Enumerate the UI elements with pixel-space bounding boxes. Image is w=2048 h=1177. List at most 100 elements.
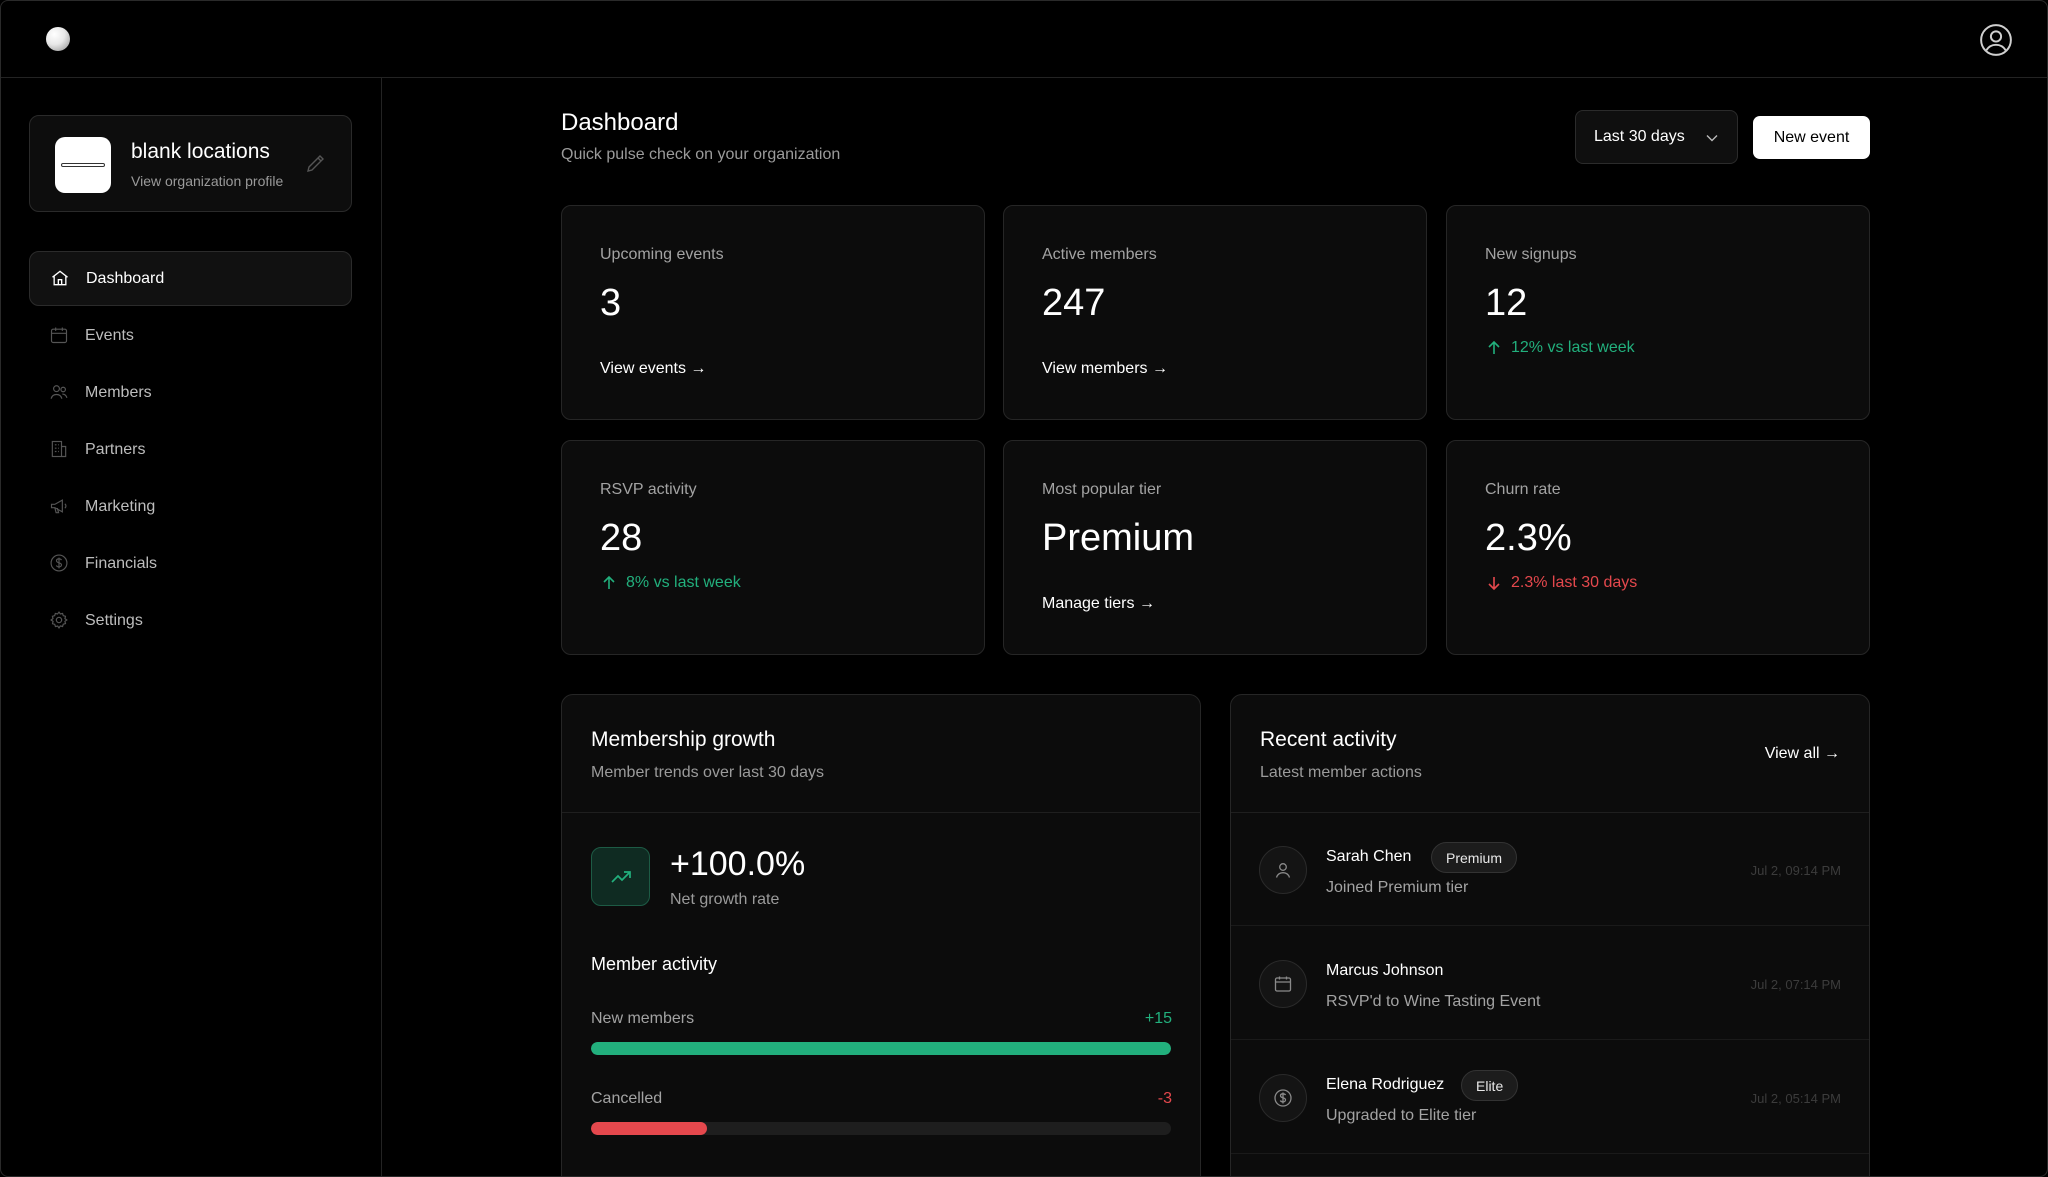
stat-card-active-members: Active members 247 View members →	[1003, 205, 1427, 420]
date-range-select[interactable]: Last 30 days	[1575, 110, 1738, 164]
chevron-down-icon	[1706, 135, 1718, 142]
cancelled-bar	[591, 1122, 1171, 1135]
stat-label: Most popular tier	[1042, 481, 1162, 498]
date-range-label: Last 30 days	[1594, 128, 1685, 145]
sidebar-item-label: Events	[85, 326, 134, 344]
sidebar-item-settings[interactable]: Settings	[29, 593, 352, 648]
user-icon	[1259, 846, 1307, 894]
sidebar-nav: Dashboard Events Members Partners	[29, 251, 352, 650]
cancelled-label: Cancelled	[591, 1090, 663, 1107]
stat-value: 247	[1042, 282, 1106, 324]
activity-member-name: Elena Rodriguez	[1326, 1076, 1445, 1093]
stat-value: 2.3%	[1485, 517, 1572, 559]
sidebar-item-label: Marketing	[85, 497, 156, 515]
arrow-up-icon	[603, 575, 615, 589]
view-events-link[interactable]: View events →	[600, 360, 707, 377]
activity-item[interactable]: Elena Rodriguez Elite Upgraded to Elite …	[1231, 1041, 1869, 1154]
cancelled-count: -3	[1157, 1090, 1172, 1107]
activity-timestamp: Jul 2, 09:14 PM	[1750, 863, 1841, 878]
activity-description: Joined Premium tier	[1326, 879, 1469, 896]
org-name: blank locations	[131, 140, 270, 163]
membership-growth-panel: Membership growth Member trends over las…	[561, 694, 1201, 1176]
sidebar-item-marketing[interactable]: Marketing	[29, 479, 352, 534]
org-profile-card[interactable]: blank locations View organization profil…	[29, 115, 352, 212]
trend-text: 2.3% last 30 days	[1511, 574, 1638, 591]
stat-card-popular-tier: Most popular tier Premium Manage tiers →	[1003, 440, 1427, 655]
new-members-count: +15	[1144, 1010, 1172, 1027]
panel-title: Recent activity	[1260, 728, 1397, 751]
sidebar-item-label: Members	[85, 383, 152, 401]
dollar-icon	[50, 554, 68, 572]
tier-badge: Premium	[1431, 842, 1518, 873]
cancelled-bar-fill	[591, 1122, 707, 1135]
stat-label: Upcoming events	[600, 246, 724, 263]
calendar-icon	[1259, 960, 1307, 1008]
top-bar	[1, 1, 2047, 78]
manage-tiers-link[interactable]: Manage tiers →	[1042, 595, 1155, 612]
home-icon	[52, 270, 68, 286]
stat-value: 28	[600, 517, 643, 559]
activity-timestamp: Jul 2, 07:14 PM	[1750, 977, 1841, 992]
user-account-icon[interactable]	[1979, 23, 2013, 57]
sidebar: blank locations View organization profil…	[1, 78, 382, 1176]
panel-subtitle: Latest member actions	[1260, 764, 1422, 781]
stat-label: Churn rate	[1485, 481, 1561, 498]
org-logo	[55, 137, 111, 193]
member-activity-title: Member activity	[591, 954, 718, 974]
stat-card-upcoming-events: Upcoming events 3 View events →	[561, 205, 985, 420]
stat-label: RSVP activity	[600, 481, 697, 498]
users-icon	[50, 385, 68, 399]
page-subtitle: Quick pulse check on your organization	[561, 146, 841, 163]
activity-member-name: Sarah Chen	[1326, 848, 1412, 865]
sidebar-item-financials[interactable]: Financials	[29, 536, 352, 591]
sidebar-item-label: Financials	[85, 554, 158, 572]
sidebar-item-partners[interactable]: Partners	[29, 422, 352, 477]
new-members-label: New members	[591, 1010, 695, 1027]
activity-item[interactable]: Marcus Johnson RSVP'd to Wine Tasting Ev…	[1231, 927, 1869, 1040]
app-logo[interactable]	[46, 27, 70, 51]
new-members-bar-fill	[591, 1042, 1171, 1055]
activity-member-name: Marcus Johnson	[1326, 962, 1444, 979]
view-members-link[interactable]: View members →	[1042, 360, 1168, 377]
net-growth-value: +100.0%	[670, 845, 806, 883]
trend-text: 8% vs last week	[626, 574, 741, 591]
stat-value: Premium	[1042, 517, 1195, 559]
new-event-button[interactable]: New event	[1753, 116, 1870, 159]
tier-badge: Elite	[1461, 1070, 1519, 1101]
new-members-bar	[591, 1042, 1171, 1055]
gear-icon	[50, 611, 68, 629]
divider	[1231, 812, 1869, 813]
sidebar-item-dashboard[interactable]: Dashboard	[29, 251, 352, 306]
activity-description: RSVP'd to Wine Tasting Event	[1326, 993, 1541, 1010]
recent-activity-panel: Recent activity Latest member actions Vi…	[1230, 694, 1870, 1176]
dollar-icon	[1259, 1074, 1307, 1122]
view-all-link[interactable]: View all →	[1764, 745, 1840, 762]
panel-title: Membership growth	[591, 728, 776, 751]
divider	[562, 812, 1200, 813]
trending-up-icon	[591, 847, 650, 906]
stat-label: New signups	[1485, 246, 1577, 263]
sidebar-item-label: Dashboard	[86, 269, 165, 287]
activity-item[interactable]: Sarah Chen Premium Joined Premium tier J…	[1231, 813, 1869, 926]
stat-label: Active members	[1042, 246, 1157, 263]
org-profile-link[interactable]: View organization profile	[131, 173, 284, 189]
sidebar-item-label: Partners	[85, 440, 146, 458]
sidebar-item-events[interactable]: Events	[29, 308, 352, 363]
activity-description: Upgraded to Elite tier	[1326, 1107, 1477, 1124]
panel-subtitle: Member trends over last 30 days	[591, 764, 824, 781]
stat-value: 3	[600, 282, 622, 324]
page-title: Dashboard	[561, 109, 679, 136]
building-icon	[51, 440, 67, 458]
trend-indicator: 2.3% last 30 days	[1485, 574, 1637, 592]
stat-card-churn-rate: Churn rate 2.3% 2.3% last 30 days	[1446, 440, 1870, 655]
net-growth-label: Net growth rate	[670, 891, 780, 908]
megaphone-icon	[50, 499, 67, 514]
trend-indicator: 12% vs last week	[1485, 339, 1635, 357]
stat-card-rsvp-activity: RSVP activity 28 8% vs last week	[561, 440, 985, 655]
arrow-up-icon	[1488, 340, 1500, 354]
sidebar-item-members[interactable]: Members	[29, 365, 352, 420]
stat-card-new-signups: New signups 12 12% vs last week	[1446, 205, 1870, 420]
edit-pencil-icon[interactable]	[304, 151, 328, 175]
sidebar-item-label: Settings	[85, 611, 143, 629]
